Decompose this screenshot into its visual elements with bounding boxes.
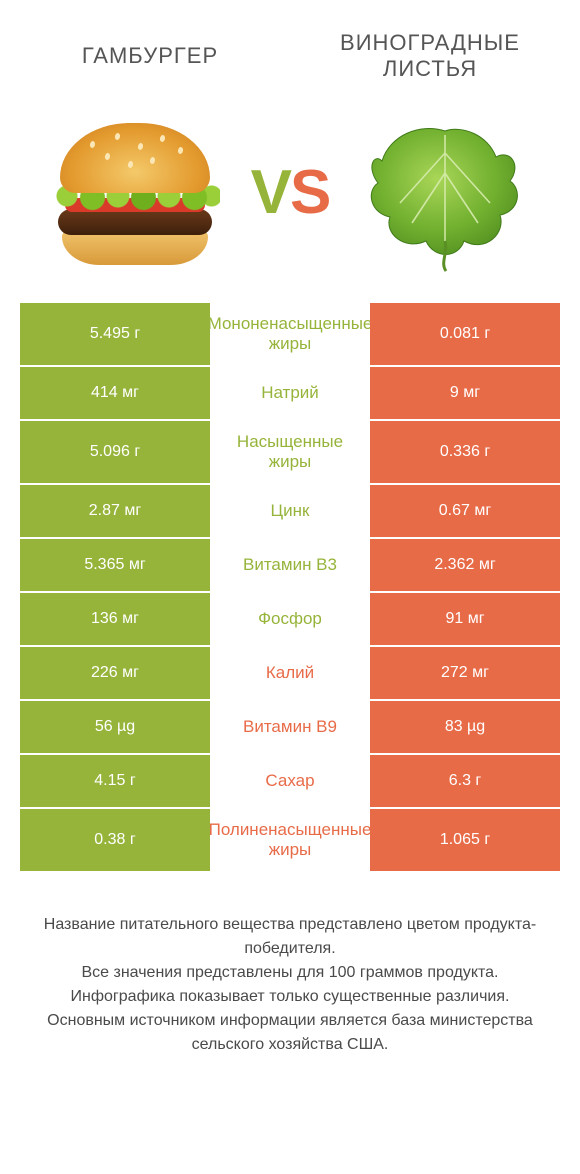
table-row: 5.365 мгВитамин B32.362 мг <box>20 539 560 593</box>
left-value: 4.15 г <box>20 755 210 807</box>
table-row: 4.15 гСахар6.3 г <box>20 755 560 809</box>
table-row: 5.495 гМононенасыщенные жиры0.081 г <box>20 303 560 367</box>
nutrient-label: Витамин B9 <box>210 701 370 753</box>
table-row: 0.38 гПолиненасыщенные жиры1.065 г <box>20 809 560 873</box>
table-row: 2.87 мгЦинк0.67 мг <box>20 485 560 539</box>
nutrient-label: Полиненасыщенные жиры <box>210 809 370 871</box>
nutrient-label: Натрий <box>210 367 370 419</box>
left-value: 136 мг <box>20 593 210 645</box>
footer-line: Все значения представлены для 100 граммо… <box>30 961 550 985</box>
hamburger-icon <box>50 123 220 263</box>
right-value: 83 µg <box>370 701 560 753</box>
right-value: 0.336 г <box>370 421 560 483</box>
right-value: 91 мг <box>370 593 560 645</box>
left-value: 5.365 мг <box>20 539 210 591</box>
table-row: 226 мгКалий272 мг <box>20 647 560 701</box>
left-value: 226 мг <box>20 647 210 699</box>
vs-label: VS <box>251 157 330 228</box>
footer-notes: Название питательного вещества представл… <box>0 873 580 1057</box>
table-row: 414 мгНатрий9 мг <box>20 367 560 421</box>
nutrient-label: Сахар <box>210 755 370 807</box>
left-title: ГАМБУРГЕР <box>30 43 270 69</box>
comparison-table: 5.495 гМононенасыщенные жиры0.081 г414 м… <box>20 303 560 873</box>
table-row: 5.096 гНасыщенные жиры0.336 г <box>20 421 560 485</box>
left-value: 2.87 мг <box>20 485 210 537</box>
right-value: 272 мг <box>370 647 560 699</box>
vs-v: V <box>251 158 290 227</box>
footer-line: Основным источником информации является … <box>30 1009 550 1057</box>
right-value: 2.362 мг <box>370 539 560 591</box>
hamburger-image <box>40 113 230 273</box>
vs-s: S <box>290 158 329 227</box>
grape-leaf-image <box>350 113 540 273</box>
nutrient-label: Цинк <box>210 485 370 537</box>
right-value: 0.67 мг <box>370 485 560 537</box>
table-row: 136 мгФосфор91 мг <box>20 593 560 647</box>
nutrient-label: Калий <box>210 647 370 699</box>
left-value: 5.096 г <box>20 421 210 483</box>
images-row: VS <box>0 93 580 303</box>
right-value: 0.081 г <box>370 303 560 365</box>
infographic: ГАМБУРГЕР ВИНОГРАДНЫЕ ЛИСТЬЯ <box>0 0 580 1057</box>
right-value: 9 мг <box>370 367 560 419</box>
left-value: 0.38 г <box>20 809 210 871</box>
nutrient-label: Мононенасыщенные жиры <box>210 303 370 365</box>
left-value: 56 µg <box>20 701 210 753</box>
right-value: 6.3 г <box>370 755 560 807</box>
footer-line: Инфографика показывает только существенн… <box>30 985 550 1009</box>
right-value: 1.065 г <box>370 809 560 871</box>
right-title: ВИНОГРАДНЫЕ ЛИСТЬЯ <box>310 30 550 83</box>
titles-row: ГАМБУРГЕР ВИНОГРАДНЫЕ ЛИСТЬЯ <box>0 0 580 93</box>
grape-leaf-icon <box>360 113 530 273</box>
nutrient-label: Витамин B3 <box>210 539 370 591</box>
footer-line: Название питательного вещества представл… <box>30 913 550 961</box>
left-value: 5.495 г <box>20 303 210 365</box>
table-row: 56 µgВитамин B983 µg <box>20 701 560 755</box>
nutrient-label: Фосфор <box>210 593 370 645</box>
left-value: 414 мг <box>20 367 210 419</box>
nutrient-label: Насыщенные жиры <box>210 421 370 483</box>
